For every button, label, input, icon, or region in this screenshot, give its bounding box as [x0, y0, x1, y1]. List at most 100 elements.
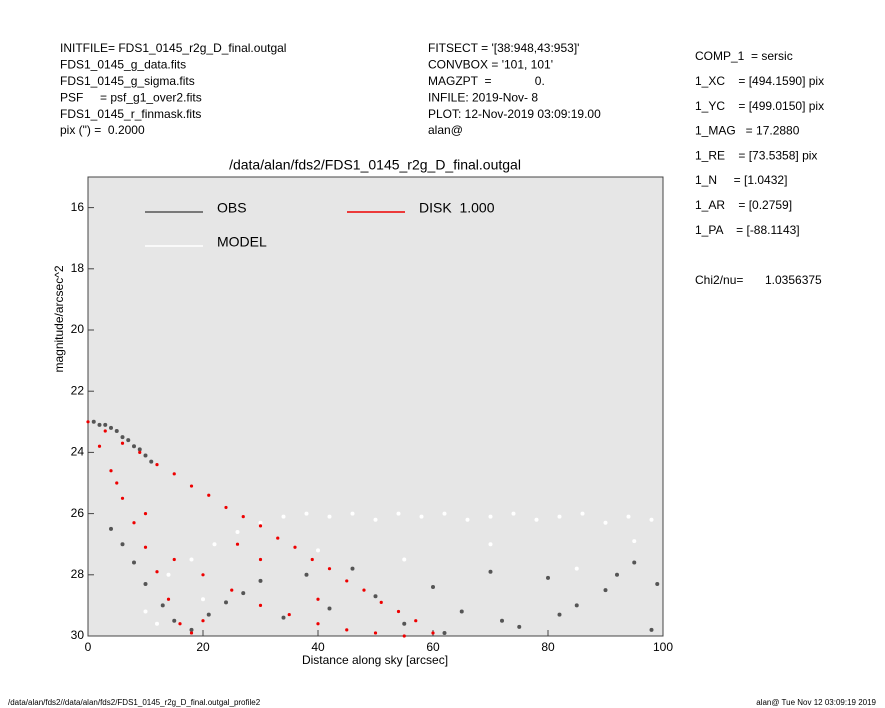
point: [241, 591, 246, 596]
point: [258, 603, 263, 608]
y-tick-label: 22: [71, 383, 85, 397]
point: [201, 597, 205, 602]
header-right-line: 1_PA = [-88.1143]: [695, 223, 800, 237]
header-right-line: COMP_1 = sersic: [695, 49, 793, 63]
point: [379, 600, 383, 604]
header-left-line: FDS1_0145_g_data.fits: [60, 58, 186, 72]
point: [632, 539, 637, 544]
point: [414, 619, 418, 623]
point: [465, 517, 470, 522]
header-right-line: 1_MAG = 17.2880: [695, 124, 800, 138]
point: [207, 493, 211, 497]
point: [293, 545, 297, 549]
point: [534, 517, 539, 522]
point: [350, 566, 355, 571]
x-tick-label: 80: [541, 640, 555, 654]
point: [488, 514, 493, 519]
point: [419, 514, 424, 519]
point: [655, 581, 660, 586]
point: [362, 588, 366, 592]
point: [155, 621, 159, 626]
point: [258, 520, 263, 525]
point: [172, 472, 176, 476]
header-right-line: 1_YC = [499.0150] pix: [695, 99, 824, 113]
point: [189, 631, 194, 635]
point: [166, 572, 171, 577]
point: [109, 425, 113, 430]
point: [574, 566, 579, 571]
header-right-line: 1_AR = [0.2759]: [695, 198, 792, 212]
legend-label: DISK 1.000: [419, 200, 495, 216]
point: [304, 572, 309, 577]
point: [310, 557, 314, 562]
point: [143, 609, 148, 614]
point: [120, 542, 125, 547]
point: [281, 514, 286, 519]
point: [149, 459, 154, 464]
point: [189, 627, 194, 632]
point: [143, 453, 148, 458]
point: [143, 581, 148, 586]
point: [373, 517, 378, 522]
point: [97, 444, 102, 448]
point: [126, 438, 131, 443]
legend-label: OBS: [217, 200, 247, 216]
y-tick-label: 30: [71, 628, 85, 642]
point: [345, 628, 349, 632]
y-tick-label: 18: [71, 261, 85, 275]
point: [86, 420, 90, 424]
x-axis-label: Distance along sky [arcsec]: [302, 653, 448, 667]
point: [431, 585, 435, 590]
point: [327, 567, 332, 571]
point: [132, 560, 136, 565]
header-left-line: INITFILE= FDS1_0145_r2g_D_final.outgal: [60, 41, 286, 55]
point: [189, 484, 194, 488]
x-tick-label: 0: [85, 640, 92, 654]
y-tick-label: 16: [71, 200, 85, 214]
point: [649, 517, 654, 522]
point: [155, 570, 159, 574]
point: [137, 447, 142, 452]
point: [258, 524, 263, 528]
point: [287, 612, 291, 617]
point: [488, 569, 493, 574]
header-middle-line: MAGZPT = 0.: [428, 74, 545, 88]
point: [580, 511, 585, 516]
point: [327, 514, 332, 519]
point: [230, 588, 234, 592]
point: [517, 624, 522, 629]
point: [316, 597, 320, 601]
point: [189, 557, 194, 562]
point: [103, 429, 107, 433]
y-tick-label: 24: [71, 445, 85, 459]
header-middle-line: CONVBOX = '101, 101': [428, 58, 553, 72]
point: [626, 514, 631, 519]
header-middle-line: INFILE: 2019-Nov- 8: [428, 90, 538, 104]
point: [201, 619, 205, 623]
point: [442, 630, 447, 635]
y-axis-label: magnitude/arcsec^2: [52, 265, 66, 372]
point: [276, 536, 280, 540]
point: [143, 545, 148, 549]
point: [304, 511, 309, 516]
chi2-label: Chi2/nu=: [695, 273, 743, 287]
point: [235, 529, 240, 534]
point: [396, 511, 401, 516]
point: [172, 557, 176, 562]
y-tick-label: 20: [71, 322, 85, 336]
point: [442, 511, 447, 516]
point: [396, 609, 401, 614]
header-middle-line: alan@: [428, 123, 463, 137]
point: [402, 634, 406, 638]
point: [345, 579, 349, 583]
point: [206, 612, 211, 617]
point: [615, 572, 619, 577]
point: [632, 560, 637, 565]
header-middle-line: FITSECT = '[38:948,43:953]': [428, 41, 579, 55]
point: [114, 428, 119, 433]
point: [431, 631, 435, 635]
legend-label: MODEL: [217, 234, 267, 250]
point: [574, 603, 579, 608]
y-tick-label: 28: [71, 567, 85, 581]
header-left-line: pix (") = 0.2000: [60, 123, 145, 137]
